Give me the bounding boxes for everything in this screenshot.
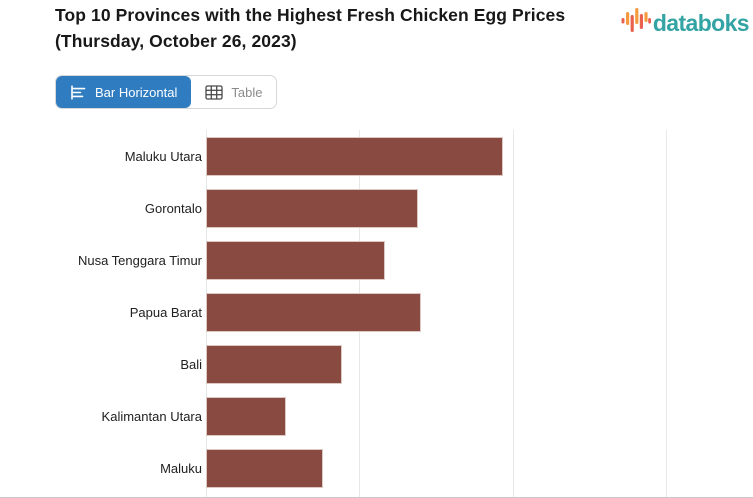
bar-horizontal-icon — [70, 84, 87, 100]
table-button[interactable]: Table — [191, 76, 276, 108]
chart-type-toggle: Bar Horizontal Table — [55, 75, 278, 109]
bar[interactable] — [206, 344, 343, 384]
chart-row: Bali — [0, 338, 753, 390]
bar-horizontal-label: Bar Horizontal — [95, 84, 178, 100]
category-label: Papua Barat — [129, 304, 202, 320]
databoks-logo-text: databoks — [652, 10, 750, 36]
gridline — [665, 130, 667, 498]
chart-row: Papua Barat — [0, 286, 753, 338]
databoks-logo-icon — [621, 6, 651, 41]
chart-row: Nusa Tenggara Timur — [0, 234, 753, 286]
category-label: Nusa Tenggara Timur — [77, 252, 202, 268]
gridline — [512, 130, 514, 498]
bar-horizontal-button[interactable]: Bar Horizontal — [56, 76, 192, 108]
bar[interactable] — [206, 448, 323, 488]
bar[interactable] — [206, 188, 418, 228]
category-label: Gorontalo — [144, 200, 202, 216]
chart-row: Maluku — [0, 442, 753, 494]
bar[interactable] — [206, 292, 421, 332]
chart-row: Gorontalo — [0, 182, 753, 234]
table-label: Table — [231, 84, 263, 100]
chart-title: Top 10 Provinces with the Highest Fresh … — [55, 2, 620, 54]
chart-title-line1: Top 10 Provinces with the Highest Fresh … — [55, 5, 566, 25]
chart-row: Maluku Utara — [0, 130, 753, 182]
chart-row: Kalimantan Utara — [0, 390, 753, 442]
category-label: Maluku Utara — [124, 148, 202, 164]
bar[interactable] — [206, 136, 504, 176]
bar[interactable] — [206, 240, 386, 280]
category-label: Kalimantan Utara — [101, 408, 202, 424]
chart-title-line2: (Thursday, October 26, 2023) — [55, 31, 297, 51]
databoks-logo[interactable]: databoks — [621, 6, 750, 41]
category-label: Bali — [180, 356, 202, 372]
table-grid-icon — [205, 84, 224, 100]
category-label: Maluku — [160, 460, 202, 476]
bar[interactable] — [206, 396, 286, 436]
